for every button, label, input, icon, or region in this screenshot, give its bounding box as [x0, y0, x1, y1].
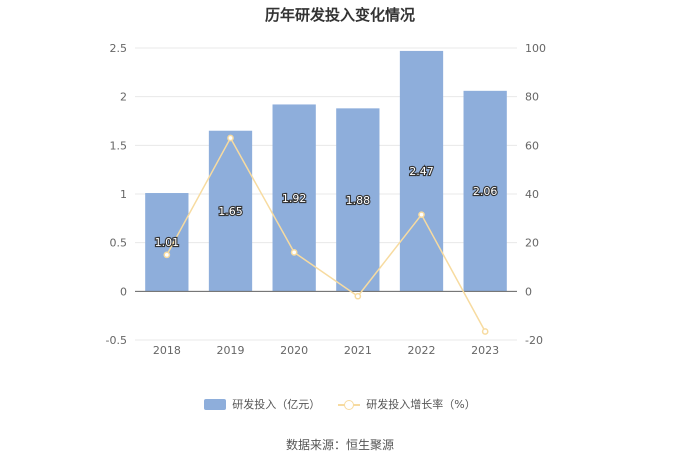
growth-point: [227, 134, 234, 142]
legend-line-swatch: [338, 399, 361, 410]
bar: [463, 90, 507, 292]
x-tick-label: 2021: [344, 344, 372, 357]
y-left-tick-label: -0.5: [106, 334, 127, 347]
y-right-tick-label: 20: [525, 237, 539, 250]
growth-point: [481, 328, 489, 335]
growth-point: [163, 251, 171, 259]
bar-value-label: 1.65: [218, 205, 243, 218]
y-right-tick-label: 0: [525, 285, 532, 298]
growth-point: [354, 292, 362, 300]
chart-legend: 研发投入（亿元） 研发投入增长率（%）: [0, 396, 680, 412]
x-tick-label: 2023: [471, 344, 499, 357]
y-left-tick-label: 0: [120, 285, 127, 298]
x-tick-label: 2018: [153, 344, 181, 357]
y-right-tick-label: 40: [525, 188, 539, 201]
x-tick-label: 2020: [280, 344, 308, 357]
bar-value-label: 2.47: [409, 165, 434, 178]
chart-title: 历年研发投入变化情况: [264, 6, 415, 24]
growth-point: [290, 249, 298, 256]
growth-point: [418, 211, 425, 219]
y-right-tick-label: 80: [525, 91, 539, 104]
legend-line-label: 研发投入增长率（%）: [366, 398, 476, 411]
legend-bar-label: 研发投入（亿元）: [232, 398, 321, 411]
x-tick-label: 2022: [408, 344, 436, 357]
legend-item-bar[interactable]: 研发投入（亿元）: [204, 396, 320, 412]
bar: [208, 130, 253, 292]
x-tick-label: 2019: [217, 344, 245, 357]
bar-value-label: 1.88: [346, 194, 371, 207]
bar-value-label: 1.92: [282, 192, 307, 205]
y-right-tick-label: -20: [525, 334, 543, 347]
legend-bar-swatch: [204, 398, 227, 410]
data-source: 数据来源：恒生聚源: [285, 438, 394, 452]
bar-value-label: 2.06: [473, 185, 498, 198]
bar: [399, 50, 444, 292]
y-left-tick-label: 1: [120, 188, 127, 201]
bar: [272, 104, 316, 292]
bar-value-label: 1.01: [155, 236, 180, 249]
y-left-tick-label: 2: [120, 91, 127, 104]
y-left-tick-label: 1.5: [110, 139, 128, 152]
y-left-tick-label: 0.5: [110, 237, 128, 250]
y-right-tick-label: 60: [525, 139, 539, 152]
growth-line: [166, 136, 486, 332]
bar: [145, 193, 189, 292]
bar: [336, 108, 380, 292]
y-left-tick-label: 2.5: [110, 42, 128, 55]
legend-item-line[interactable]: 研发投入增长率（%）: [338, 396, 476, 412]
y-right-tick-label: 100: [525, 42, 546, 55]
